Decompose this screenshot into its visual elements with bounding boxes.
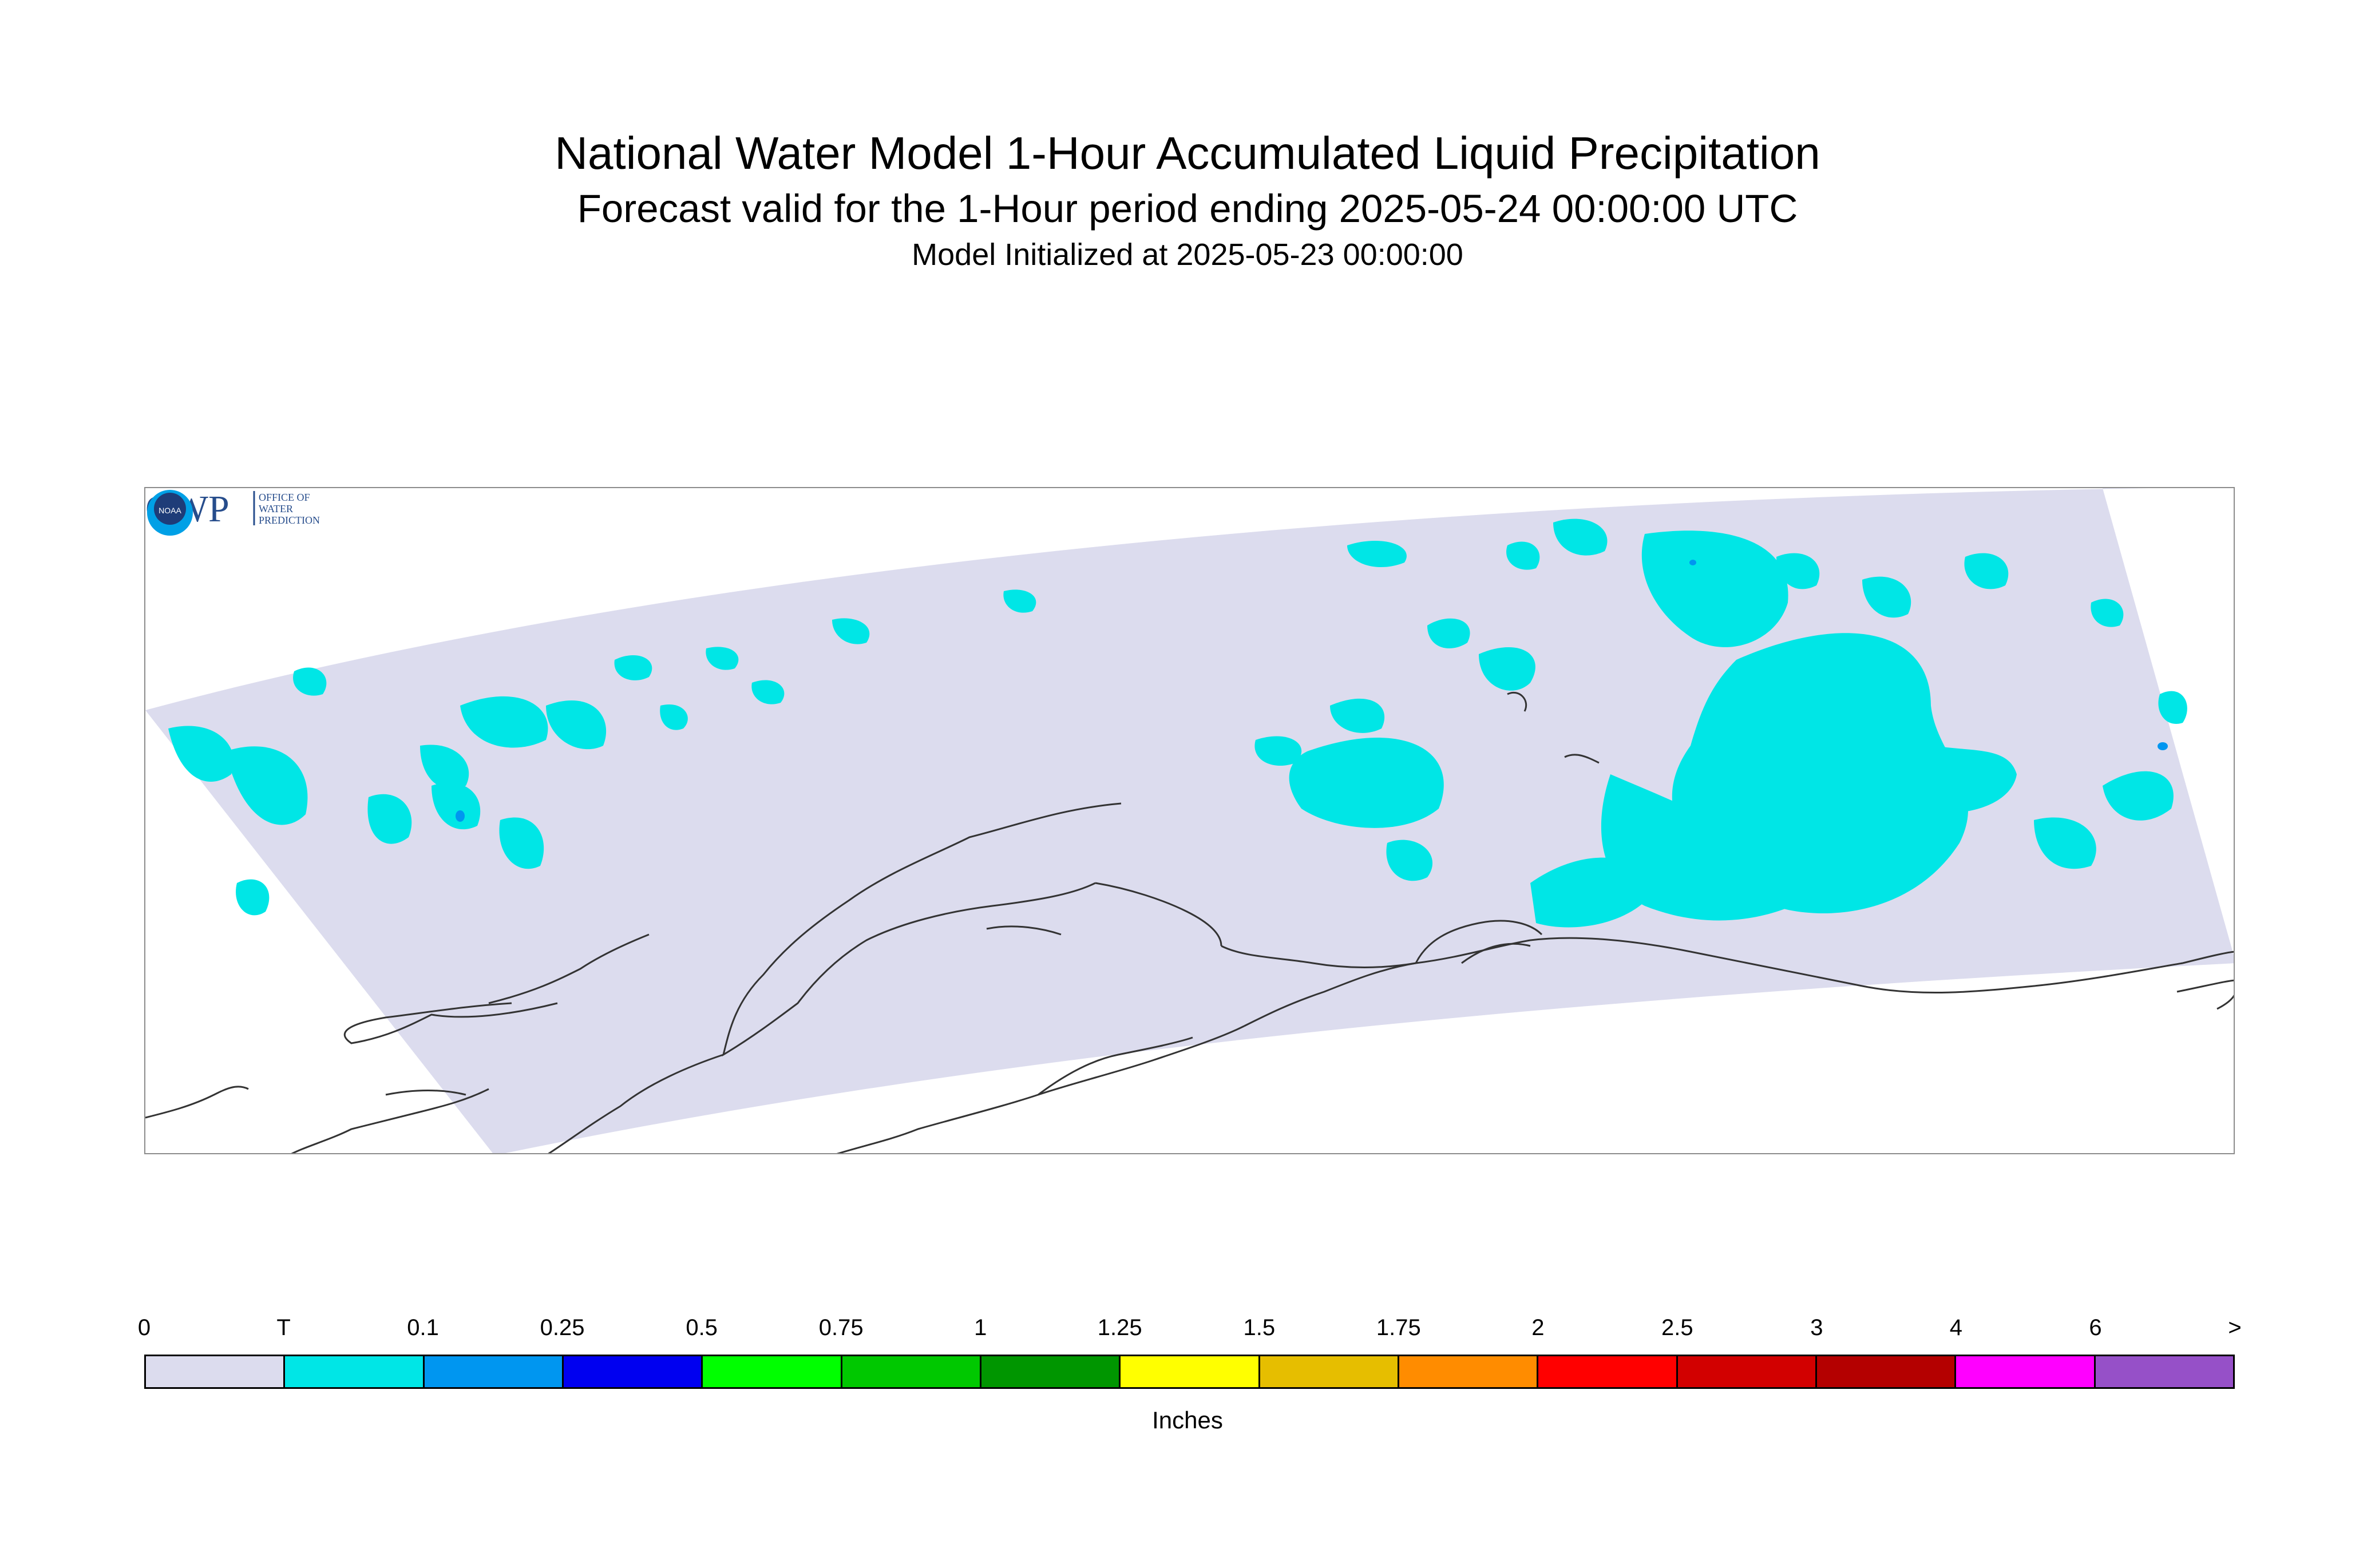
precip-map: OWP OFFICE OF WATER PREDICTION NOAA [144,487,2235,1154]
color-swatch-14 [2095,1356,2233,1387]
color-swatch-11 [1677,1356,1817,1387]
legend-label: 1 [974,1315,987,1340]
color-bar [144,1355,2235,1389]
noaa-logo: NOAA [147,490,193,536]
color-swatch-2 [424,1356,564,1387]
legend-label: 1.25 [1097,1315,1142,1340]
legend-label: > [2228,1315,2242,1340]
legend-label: 2 [1531,1315,1545,1340]
legend-label: 4 [1949,1315,1963,1340]
color-swatch-7 [1121,1356,1260,1387]
model-domain [145,488,2234,1153]
legend-label: 1.75 [1376,1315,1421,1340]
legend-label: T [276,1315,291,1340]
svg-text:WATER: WATER [259,503,293,514]
color-swatch-6 [981,1356,1121,1387]
color-swatch-10 [1538,1356,1678,1387]
light-rain-spots [456,560,2168,822]
legend-label: 0.75 [818,1315,864,1340]
color-swatch-13 [1956,1356,2096,1387]
legend-label: 0.25 [540,1315,585,1340]
color-swatch-1 [285,1356,425,1387]
svg-text:OFFICE OF: OFFICE OF [259,492,310,503]
legend-label: 2.5 [1661,1315,1693,1340]
model-init-line: Model Initialized at 2025-05-23 00:00:00 [912,237,1463,272]
color-swatch-3 [563,1356,703,1387]
legend-label: 0 [137,1315,151,1340]
map-title: National Water Model 1-Hour Accumulated … [555,128,1820,179]
color-swatch-8 [1260,1356,1399,1387]
legend-label: 3 [1810,1315,1823,1340]
coastline [145,691,2234,1153]
color-swatch-0 [146,1356,286,1387]
color-swatch-9 [1399,1356,1539,1387]
color-swatch-12 [1816,1356,1957,1387]
map-subtitle: Forecast valid for the 1-Hour period end… [577,187,1798,231]
precip-areas [168,518,2187,928]
color-swatch-4 [703,1356,842,1387]
legend-label: 0.5 [686,1315,718,1340]
svg-text:NOAA: NOAA [159,506,181,515]
legend-label: 1.5 [1243,1315,1276,1340]
legend-label: 0.1 [407,1315,439,1340]
legend-units: Inches [1152,1407,1223,1434]
legend-label: 6 [2089,1315,2102,1340]
svg-text:PREDICTION: PREDICTION [259,514,320,526]
color-swatch-5 [842,1356,981,1387]
